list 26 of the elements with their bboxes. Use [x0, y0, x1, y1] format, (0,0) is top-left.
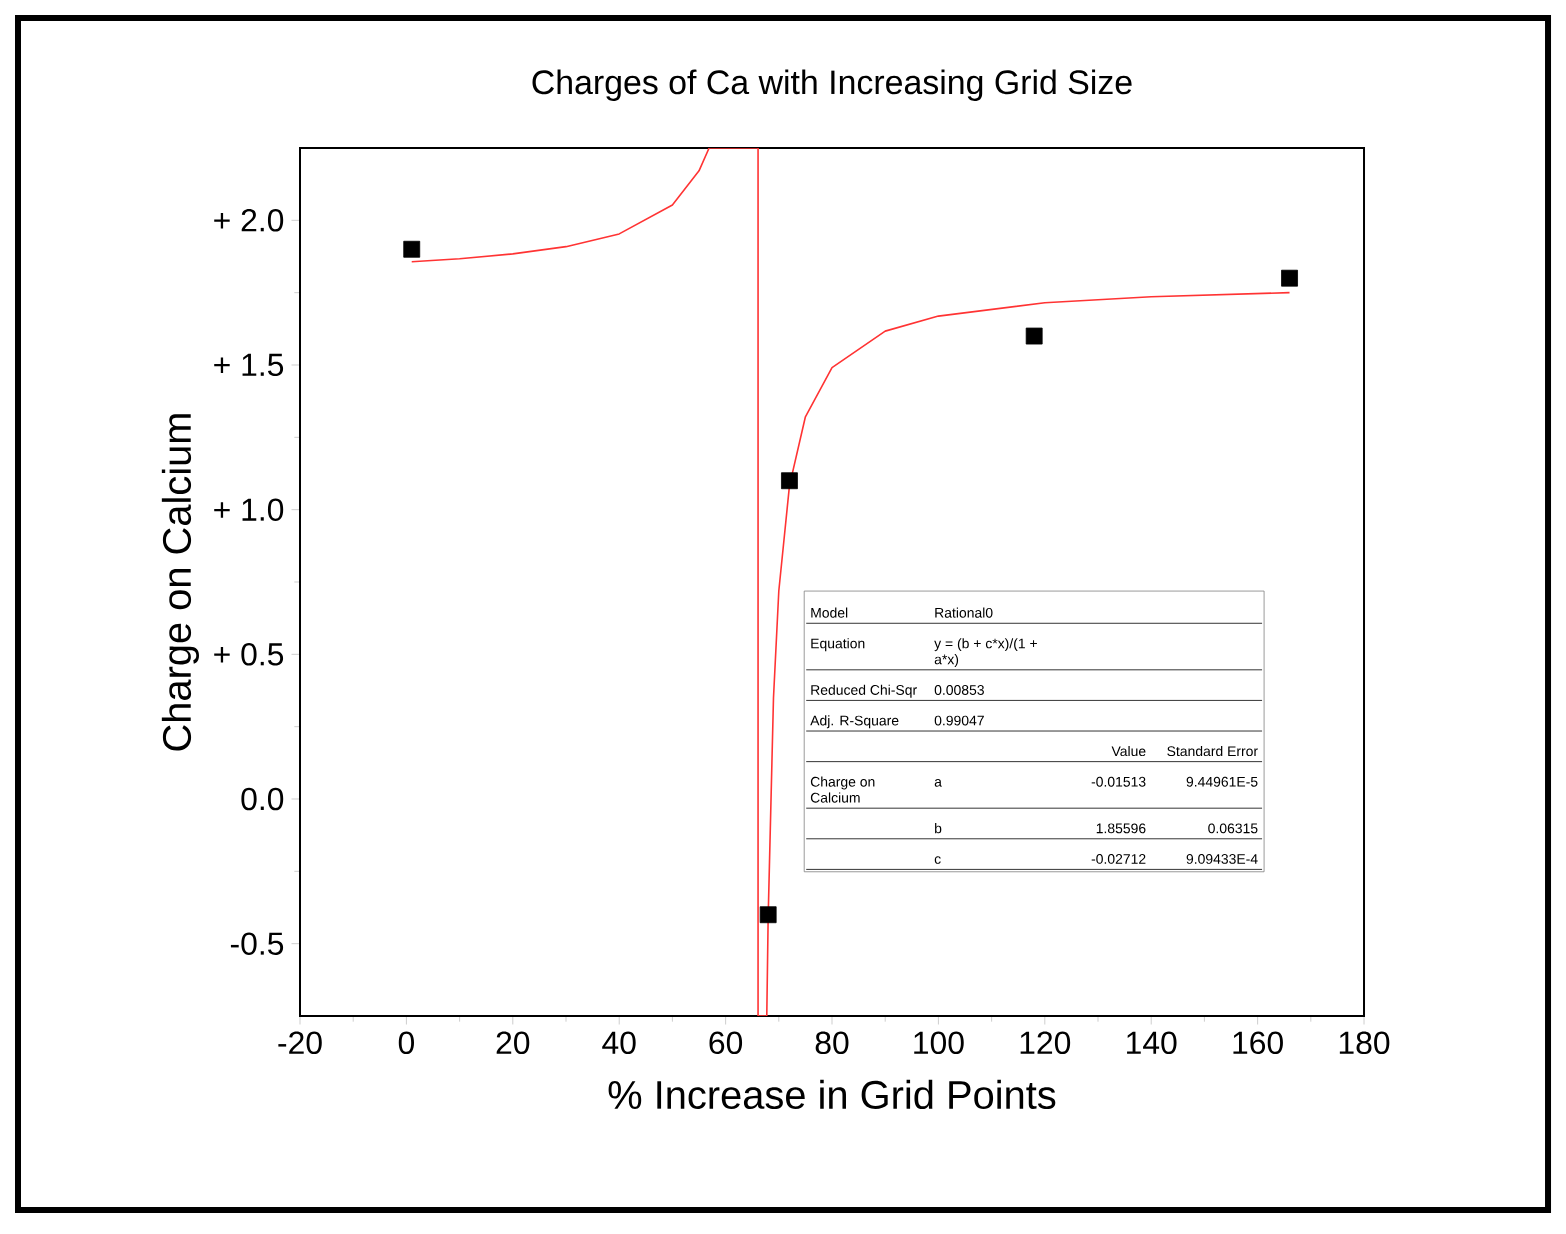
- x-tick-label: 140: [1127, 1031, 1177, 1055]
- x-tick-label: 40: [602, 1031, 636, 1055]
- x-tick-label: 120: [1020, 1031, 1071, 1055]
- x-tick-label: 60: [709, 1031, 743, 1055]
- x-tick-label: 100: [914, 1031, 964, 1055]
- y-tick-label: -0.5: [230, 932, 284, 955]
- line-series: [410, 147, 1291, 1016]
- x-axis-title: % Increase in Grid Points: [608, 1079, 1056, 1110]
- x-tick-label: 20: [496, 1031, 530, 1055]
- y-axis-title: Charge on Calcium: [161, 414, 199, 751]
- x-tick-label: 0: [398, 1031, 415, 1055]
- y-tick-label: 0.0: [241, 787, 284, 811]
- y-tick-label: + 1.5: [214, 353, 284, 377]
- point: [403, 240, 421, 258]
- y-tick-label: + 1.0: [214, 498, 284, 521]
- chart-title: Charges of Ca with Increasing Grid Size: [532, 69, 1132, 101]
- point: [759, 906, 777, 924]
- y-tick-label: + 0.5: [214, 643, 284, 666]
- point: [781, 472, 798, 490]
- x-tick-label: 160: [1233, 1031, 1283, 1055]
- x-tick-label: 80: [815, 1031, 849, 1055]
- point: [1281, 269, 1298, 287]
- point: [1025, 327, 1043, 345]
- x-tick-label: -20: [278, 1031, 322, 1055]
- x-tick-label: 180: [1339, 1031, 1390, 1055]
- y-tick-label: + 2.0: [214, 209, 284, 232]
